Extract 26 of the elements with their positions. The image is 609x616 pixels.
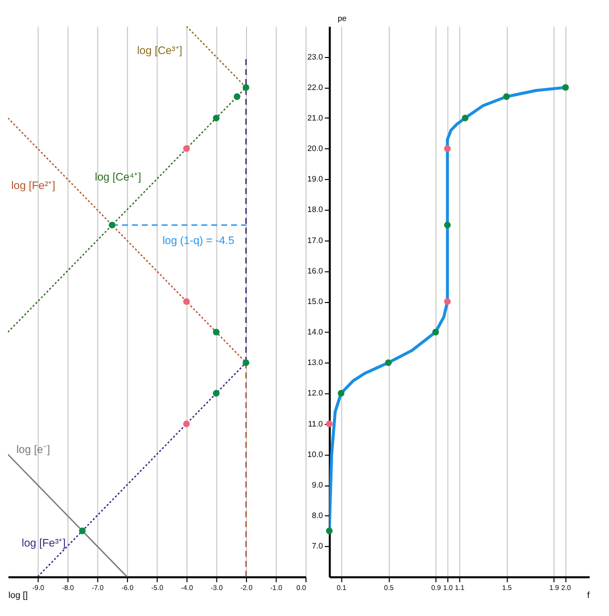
- y-tick-label: 19.0: [307, 174, 324, 184]
- y-tick-label: 7.0: [312, 542, 324, 551]
- annotation: log [Ce⁴⁺]: [94, 172, 142, 184]
- y-tick-label: 11.0: [308, 419, 324, 428]
- y-tick-label: 15.0: [307, 296, 324, 306]
- y-tick-label: 22.0: [307, 82, 324, 92]
- annotation: log [Fe²⁺]: [11, 180, 56, 192]
- y-tick-label: 9.0: [312, 480, 324, 490]
- y-tick-label: 13.0: [307, 358, 324, 368]
- y-tick-label: 23.0: [307, 52, 324, 62]
- y-tick-label: 20.0: [307, 144, 324, 154]
- annotation: log [e⁻]: [16, 444, 50, 456]
- annotation: log (1-q) = -4.5: [162, 234, 234, 247]
- y-tick-label: 14.0: [307, 328, 324, 337]
- y-tick-label: 17.0: [307, 236, 324, 245]
- y-tick-label: 10.0: [307, 450, 324, 459]
- y-tick-label: 18.0: [307, 205, 324, 214]
- annotation: log [Fe³⁺]: [22, 538, 66, 550]
- x-axis-title: f: [587, 590, 590, 600]
- y-tick-label: 8.0: [312, 511, 324, 520]
- x-axis-title: log []: [8, 590, 28, 600]
- annotation: log [Ce³⁺]: [137, 45, 182, 58]
- y-axis-title: pe: [338, 14, 348, 23]
- y-tick-label: 21.0: [307, 114, 324, 122]
- y-tick-label: 12.0: [307, 388, 324, 398]
- y-tick-label: 16.0: [307, 266, 324, 276]
